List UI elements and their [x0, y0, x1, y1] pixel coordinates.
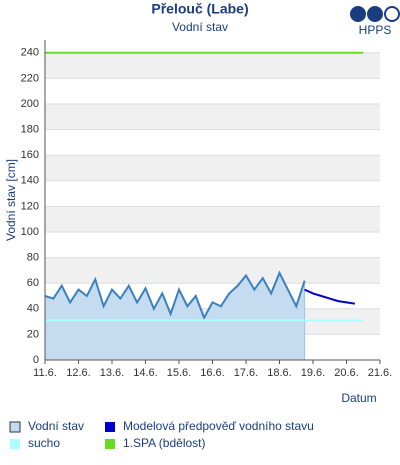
logo: HPPS [350, 6, 400, 37]
legend-label: Modelová předpověď vodního stavu [123, 419, 314, 433]
legend-label: sucho [28, 436, 60, 450]
legend-swatch [10, 439, 20, 449]
y-tick-label: 20 [27, 328, 39, 340]
x-tick-label: 21.6. [368, 367, 392, 379]
grid-band [45, 206, 380, 232]
x-tick-label: 14.6. [133, 367, 157, 379]
y-tick-label: 160 [21, 149, 39, 161]
y-tick-label: 120 [21, 200, 39, 212]
y-tick-label: 60 [27, 277, 39, 289]
legend-label: 1.SPA (bdělost) [123, 436, 206, 450]
x-tick-label: 13.6. [100, 367, 124, 379]
x-tick-label: 11.6. [33, 367, 57, 379]
series-line [304, 288, 356, 305]
legend-swatch [105, 422, 115, 432]
x-tick-label: 19.6. [301, 367, 325, 379]
y-tick-label: 200 [21, 98, 39, 110]
y-tick-label: 180 [21, 124, 39, 136]
y-tick-label: 100 [21, 226, 39, 238]
y-tick-label: 140 [21, 175, 39, 187]
x-tick-label: 20.6. [334, 367, 358, 379]
y-tick-label: 80 [27, 252, 39, 264]
y-tick-label: 0 [33, 354, 39, 366]
grid-band [45, 52, 380, 79]
legend-label: Vodní stav [28, 419, 84, 433]
chart-subtitle: Vodní stav [172, 20, 228, 34]
grid-band [45, 155, 380, 181]
y-tick-label: 240 [21, 47, 39, 59]
y-tick-label: 220 [21, 72, 39, 84]
legend-swatch [105, 439, 115, 449]
y-tick-label: 40 [27, 303, 39, 315]
grid-band [45, 104, 380, 130]
series-line [44, 270, 306, 321]
y-axis-label: Vodní stav [cm] [4, 159, 18, 241]
x-axis-label: Datum [341, 391, 376, 405]
legend-swatch [9, 421, 21, 433]
logo-text: HPPS [359, 23, 392, 37]
x-tick-label: 17.6. [234, 367, 258, 379]
x-tick-label: 12.6. [66, 367, 90, 379]
x-tick-label: 18.6. [267, 367, 291, 379]
chart-title: Přelouč (Labe) [151, 1, 248, 17]
x-tick-label: 15.6. [167, 367, 191, 379]
x-tick-label: 16.6. [200, 367, 224, 379]
grid-band [45, 257, 380, 284]
